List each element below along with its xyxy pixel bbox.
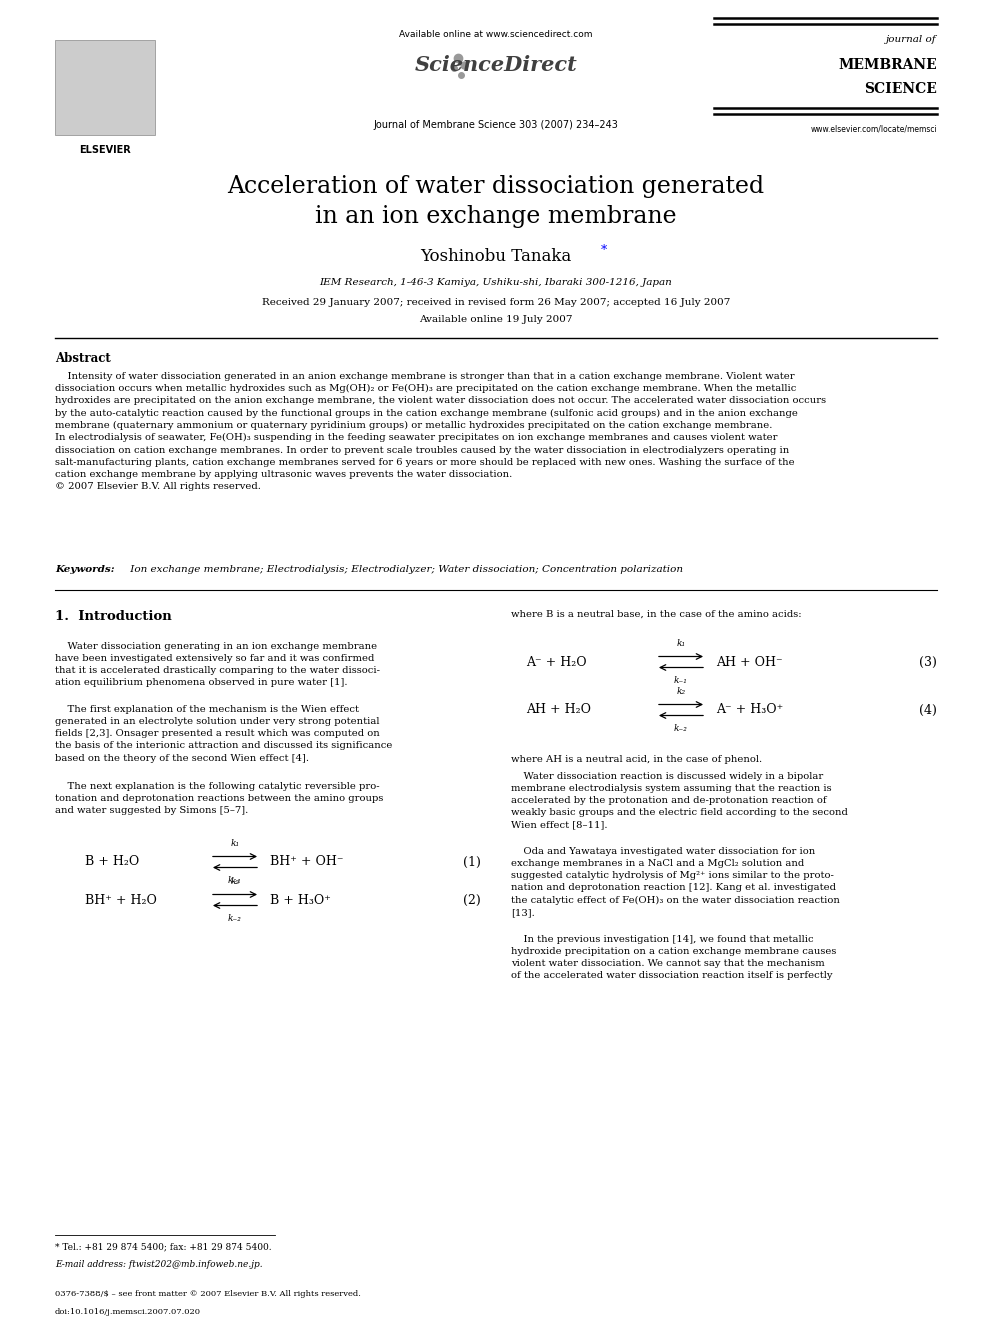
Text: (2): (2) (463, 893, 481, 906)
Text: k₋₁: k₋₁ (228, 876, 242, 885)
Text: k₁: k₁ (677, 639, 685, 648)
Text: * Tel.: +81 29 874 5400; fax: +81 29 874 5400.: * Tel.: +81 29 874 5400; fax: +81 29 874… (55, 1242, 272, 1252)
Text: where B is a neutral base, in the case of the amino acids:: where B is a neutral base, in the case o… (511, 610, 802, 619)
Text: journal of: journal of (887, 34, 937, 44)
Text: *: * (601, 243, 607, 257)
Text: Intensity of water dissociation generated in an anion exchange membrane is stron: Intensity of water dissociation generate… (55, 372, 826, 491)
Text: k₂: k₂ (230, 877, 239, 886)
Text: IEM Research, 1-46-3 Kamiya, Ushiku-shi, Ibaraki 300-1216, Japan: IEM Research, 1-46-3 Kamiya, Ushiku-shi,… (319, 278, 673, 287)
Text: www.elsevier.com/locate/memsci: www.elsevier.com/locate/memsci (810, 124, 937, 134)
Text: Acceleration of water dissociation generated
in an ion exchange membrane: Acceleration of water dissociation gener… (227, 175, 765, 228)
Text: k₁: k₁ (230, 839, 239, 848)
Text: B + H₃O⁺: B + H₃O⁺ (270, 893, 331, 906)
Text: MEMBRANE: MEMBRANE (838, 58, 937, 71)
Text: Available online at www.sciencedirect.com: Available online at www.sciencedirect.co… (399, 30, 593, 38)
Text: k₋₂: k₋₂ (228, 914, 242, 923)
Text: Water dissociation reaction is discussed widely in a bipolar
membrane electrodia: Water dissociation reaction is discussed… (511, 773, 848, 830)
Text: BH⁺ + H₂O: BH⁺ + H₂O (85, 893, 157, 906)
Text: A⁻ + H₃O⁺: A⁻ + H₃O⁺ (716, 704, 784, 717)
Text: Yoshinobu Tanaka: Yoshinobu Tanaka (421, 247, 571, 265)
Text: Journal of Membrane Science 303 (2007) 234–243: Journal of Membrane Science 303 (2007) 2… (374, 120, 618, 130)
Text: Abstract: Abstract (55, 352, 111, 365)
Text: ELSEVIER: ELSEVIER (79, 146, 131, 155)
Text: In the previous investigation [14], we found that metallic
hydroxide precipitati: In the previous investigation [14], we f… (511, 935, 836, 980)
Text: Keywords:: Keywords: (55, 565, 115, 574)
Text: k₋₂: k₋₂ (674, 724, 687, 733)
Text: where AH is a neutral acid, in the case of phenol.: where AH is a neutral acid, in the case … (511, 755, 762, 763)
Text: Available online 19 July 2007: Available online 19 July 2007 (420, 315, 572, 324)
Text: k₋₁: k₋₁ (674, 676, 687, 685)
Bar (55, 40, 155, 135)
Text: Received 29 January 2007; received in revised form 26 May 2007; accepted 16 July: Received 29 January 2007; received in re… (262, 298, 730, 307)
Text: Water dissociation generating in an ion exchange membrane
have been investigated: Water dissociation generating in an ion … (55, 642, 380, 688)
Text: BH⁺ + OH⁻: BH⁺ + OH⁻ (270, 856, 343, 868)
Text: doi:10.1016/j.memsci.2007.07.020: doi:10.1016/j.memsci.2007.07.020 (55, 1308, 201, 1316)
Text: ScienceDirect: ScienceDirect (415, 56, 577, 75)
Text: Ion exchange membrane; Electrodialysis; Electrodialyzer; Water dissociation; Con: Ion exchange membrane; Electrodialysis; … (127, 565, 683, 574)
Text: k₂: k₂ (677, 687, 685, 696)
Text: E-mail address: ftwist202@mb.infoweb.ne.jp.: E-mail address: ftwist202@mb.infoweb.ne.… (55, 1259, 263, 1269)
Text: (4): (4) (920, 704, 937, 717)
Text: SCIENCE: SCIENCE (864, 82, 937, 97)
Text: B + H₂O: B + H₂O (85, 856, 139, 868)
Text: (3): (3) (920, 655, 937, 668)
Text: Oda and Yawataya investigated water dissociation for ion
exchange membranes in a: Oda and Yawataya investigated water diss… (511, 847, 840, 917)
Text: (1): (1) (463, 856, 481, 868)
Text: The next explanation is the following catalytic reversible pro-
tonation and dep: The next explanation is the following ca… (55, 782, 383, 815)
Text: AH + H₂O: AH + H₂O (526, 704, 591, 717)
Text: 1.  Introduction: 1. Introduction (55, 610, 172, 623)
Text: A⁻ + H₂O: A⁻ + H₂O (526, 655, 586, 668)
Text: The first explanation of the mechanism is the Wien effect
generated in an electr: The first explanation of the mechanism i… (55, 705, 393, 762)
Text: AH + OH⁻: AH + OH⁻ (716, 655, 783, 668)
Text: 0376-7388/$ – see front matter © 2007 Elsevier B.V. All rights reserved.: 0376-7388/$ – see front matter © 2007 El… (55, 1290, 361, 1298)
